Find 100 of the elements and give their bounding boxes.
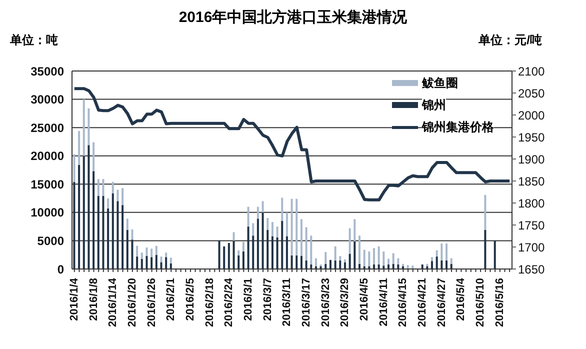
bar bbox=[155, 246, 158, 255]
bar bbox=[223, 246, 226, 269]
bar bbox=[382, 251, 385, 266]
x-tick-label: 2016/3/29 bbox=[339, 278, 352, 327]
x-tick-label: 2016/2/5 bbox=[184, 278, 196, 321]
bar bbox=[122, 205, 124, 269]
bar bbox=[160, 262, 162, 269]
bar bbox=[286, 236, 288, 269]
bar bbox=[305, 260, 308, 269]
bar bbox=[218, 240, 220, 269]
y-tick-label: 5000 bbox=[37, 234, 64, 248]
bar bbox=[334, 246, 336, 261]
x-tick-label: 2016/5/10 bbox=[474, 278, 487, 327]
x-tick-label: 2016/1/4 bbox=[68, 277, 80, 321]
bar bbox=[238, 250, 240, 256]
bar bbox=[126, 230, 128, 269]
bar bbox=[140, 258, 143, 269]
bar bbox=[247, 226, 250, 269]
bar bbox=[344, 262, 346, 269]
bar bbox=[102, 179, 104, 196]
bar bbox=[358, 236, 360, 264]
y-tick-label: 15000 bbox=[30, 177, 64, 192]
bar bbox=[136, 246, 138, 257]
bar bbox=[78, 130, 80, 165]
bar bbox=[150, 248, 153, 258]
x-tick-label: 2016/2/1 bbox=[165, 278, 178, 321]
chart-title: 2016年中国北方港口玉米集港情况 bbox=[178, 8, 408, 28]
bar bbox=[116, 201, 119, 269]
bar bbox=[368, 251, 370, 266]
x-tick-label: 2016/4/5 bbox=[358, 278, 371, 321]
bar bbox=[339, 260, 342, 269]
bar bbox=[440, 260, 443, 269]
bar bbox=[88, 145, 90, 269]
bar bbox=[112, 182, 114, 194]
x-tick-label: 2016/2/18 bbox=[204, 278, 216, 327]
x-tick-label: 2016/4/11 bbox=[378, 278, 390, 326]
bar bbox=[296, 198, 298, 256]
bar bbox=[150, 257, 153, 269]
bar bbox=[262, 201, 264, 212]
bar bbox=[276, 237, 278, 269]
bar bbox=[155, 254, 158, 269]
y2-tick-label: 1700 bbox=[518, 240, 546, 254]
bar bbox=[122, 188, 124, 206]
x-tick-label: 2016/3/23 bbox=[320, 278, 332, 327]
x-tick-label: 2016/3/1 bbox=[242, 278, 254, 321]
bar bbox=[329, 260, 332, 269]
bar bbox=[348, 254, 351, 269]
bar bbox=[334, 260, 336, 269]
bar bbox=[140, 252, 143, 259]
bar bbox=[339, 256, 342, 261]
bar bbox=[232, 240, 235, 269]
y2-axis-title: 单位：元/吨 bbox=[478, 32, 542, 49]
bar bbox=[290, 198, 293, 256]
y2-tick-label: 1650 bbox=[518, 262, 546, 276]
x-tick-label: 2016/3/7 bbox=[262, 278, 274, 321]
bar bbox=[484, 194, 486, 230]
bar bbox=[397, 258, 400, 264]
bar bbox=[136, 256, 138, 269]
legend-label: 鲅鱼圈 bbox=[422, 74, 458, 92]
bar bbox=[392, 253, 394, 264]
bar bbox=[266, 218, 269, 230]
bar bbox=[73, 154, 76, 182]
bar bbox=[290, 255, 293, 269]
bar bbox=[146, 248, 148, 256]
bar bbox=[116, 190, 119, 202]
y2-tick-label: 1850 bbox=[518, 174, 546, 188]
bar bbox=[232, 232, 235, 241]
bar bbox=[271, 222, 274, 236]
bar bbox=[266, 230, 269, 269]
bar bbox=[165, 257, 168, 269]
y-tick-label: 30000 bbox=[30, 92, 64, 107]
bar bbox=[73, 182, 76, 269]
bar bbox=[92, 171, 95, 269]
y-tick-label: 0 bbox=[57, 262, 64, 276]
bar bbox=[160, 256, 162, 262]
bar bbox=[431, 257, 434, 262]
x-tick-label: 2016/5/16 bbox=[494, 278, 506, 327]
bar bbox=[107, 198, 110, 208]
y-axis-title: 单位：吨 bbox=[10, 32, 58, 49]
x-tick-label: 2016/2/24 bbox=[223, 277, 236, 327]
bar bbox=[97, 179, 100, 196]
y2-tick-label: 2050 bbox=[518, 86, 546, 100]
y2-tick-label: 1750 bbox=[518, 218, 546, 232]
bar bbox=[92, 142, 95, 172]
bar bbox=[494, 240, 496, 269]
y2-tick-label: 2000 bbox=[518, 108, 546, 122]
bar bbox=[78, 164, 80, 269]
x-tick-label: 2016/1/20 bbox=[126, 278, 138, 327]
bar bbox=[300, 256, 302, 269]
bar bbox=[228, 242, 230, 269]
bar bbox=[305, 227, 308, 261]
legend-label: 锦州集港价格 bbox=[422, 118, 494, 136]
bar bbox=[348, 228, 351, 254]
y-tick-label: 35000 bbox=[30, 64, 64, 78]
bar bbox=[354, 219, 356, 242]
bar bbox=[82, 156, 85, 269]
y-tick-label: 10000 bbox=[30, 206, 64, 220]
bar bbox=[276, 226, 278, 238]
bar bbox=[262, 212, 264, 269]
bar bbox=[484, 230, 486, 269]
